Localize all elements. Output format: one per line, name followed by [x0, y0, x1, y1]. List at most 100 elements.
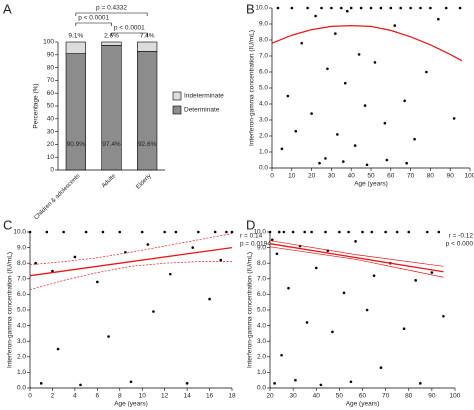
y-axis-label: Percentage (%)	[33, 83, 40, 128]
data-point	[379, 6, 383, 10]
data-point	[373, 61, 377, 64]
x-tick-label: Children & adolescents	[33, 173, 81, 221]
data-point	[273, 382, 276, 385]
data-point	[347, 230, 350, 234]
y-tick-label: 50	[47, 103, 55, 110]
data-point	[458, 6, 462, 10]
data-point	[56, 347, 60, 351]
x-axis-label: Age (years)	[114, 401, 148, 408]
data-point	[303, 230, 306, 234]
x-tick-label: 16	[206, 393, 214, 400]
comparison-bracket	[111, 32, 148, 36]
y-tick-label: 10.0	[255, 5, 268, 12]
x-tick-label: 60	[359, 393, 367, 400]
data-point	[320, 6, 323, 10]
data-point	[79, 383, 82, 387]
data-point	[277, 230, 281, 234]
data-point	[96, 280, 99, 284]
bar-segment	[65, 53, 86, 171]
y-tick-label: 20	[47, 141, 55, 148]
data-point	[28, 230, 32, 234]
data-point	[383, 121, 387, 125]
y-tick-label: 10.0	[253, 229, 266, 236]
comparison-label: p < 0.0001	[78, 15, 109, 22]
y-tick-label: 5.0	[259, 85, 268, 92]
data-point	[324, 230, 327, 234]
data-point	[442, 314, 445, 318]
y-axis-label: Interferon-gamma concentration (IU/mL)	[249, 30, 256, 146]
data-point	[395, 230, 399, 234]
data-point	[314, 266, 318, 270]
y-tick-label: 8.0	[259, 37, 268, 44]
comparison-bracket	[75, 12, 148, 16]
fit-line	[269, 243, 444, 273]
data-point	[403, 99, 406, 103]
y-tick-label: 9.0	[17, 244, 26, 251]
y-tick-label: 6.0	[17, 291, 26, 298]
data-point	[349, 380, 353, 384]
data-point	[287, 286, 290, 290]
x-tick-label: 70	[382, 393, 390, 400]
x-tick-label: 6	[96, 393, 100, 400]
data-point	[310, 112, 313, 115]
x-tick-label: 40	[348, 173, 356, 180]
data-point	[174, 230, 178, 234]
data-point	[197, 230, 200, 234]
bar-segment	[101, 45, 122, 171]
y-tick-label: 6.0	[257, 291, 266, 298]
x-tick-label: 90	[428, 393, 436, 400]
x-tick-label: 20	[266, 393, 274, 400]
data-point	[280, 147, 284, 151]
data-point	[306, 6, 309, 10]
data-point	[409, 6, 412, 10]
x-tick-label: 2	[51, 393, 55, 400]
value-label: 92.6%	[138, 141, 157, 148]
data-point	[286, 94, 290, 98]
y-tick-label: 2.0	[17, 354, 26, 361]
y-tick-label: 0.0	[257, 385, 266, 392]
data-point	[334, 32, 337, 35]
data-point	[369, 6, 373, 10]
x-axis-label: Age (years)	[346, 401, 380, 408]
data-point	[152, 310, 155, 313]
data-point	[452, 117, 456, 120]
y-tick-label: 3.0	[17, 338, 26, 345]
y-tick-label: 70	[47, 77, 55, 84]
data-point	[336, 133, 339, 136]
y-tick-label: 2.0	[257, 354, 266, 361]
data-point	[129, 380, 133, 384]
x-tick-label: 60	[387, 173, 395, 180]
data-point	[402, 327, 406, 331]
x-tick-label: Adults	[101, 173, 117, 189]
x-tick-label: 0	[28, 393, 32, 400]
data-point	[291, 230, 295, 234]
data-point	[294, 129, 298, 133]
data-point	[39, 382, 43, 385]
x-tick-label: 70	[407, 173, 415, 180]
x-tick-label: 0	[270, 173, 274, 180]
y-tick-label: 7.0	[259, 53, 268, 60]
y-tick-label: 30	[47, 128, 55, 135]
data-point	[51, 269, 54, 273]
data-point	[341, 160, 345, 163]
panel-letter: D	[246, 217, 255, 232]
data-point	[414, 279, 417, 282]
y-tick-label: 0.0	[17, 385, 26, 392]
data-point	[230, 230, 234, 234]
y-tick-label: 1.0	[259, 149, 268, 156]
x-tick-label: 8	[118, 393, 122, 400]
panel-letter: B	[246, 1, 255, 16]
data-point	[45, 230, 49, 234]
y-tick-label: 9.0	[259, 21, 268, 28]
x-tick-label: 18	[228, 393, 236, 400]
y-tick-label: 9.0	[257, 244, 266, 251]
data-point	[294, 378, 297, 382]
y-tick-label: 80	[47, 64, 55, 71]
data-point	[146, 243, 150, 246]
data-point	[430, 271, 434, 274]
data-point	[271, 238, 274, 242]
x-tick-label: 30	[290, 393, 298, 400]
y-tick-label: 60	[47, 90, 55, 97]
data-point	[425, 230, 429, 234]
data-point	[118, 230, 122, 234]
